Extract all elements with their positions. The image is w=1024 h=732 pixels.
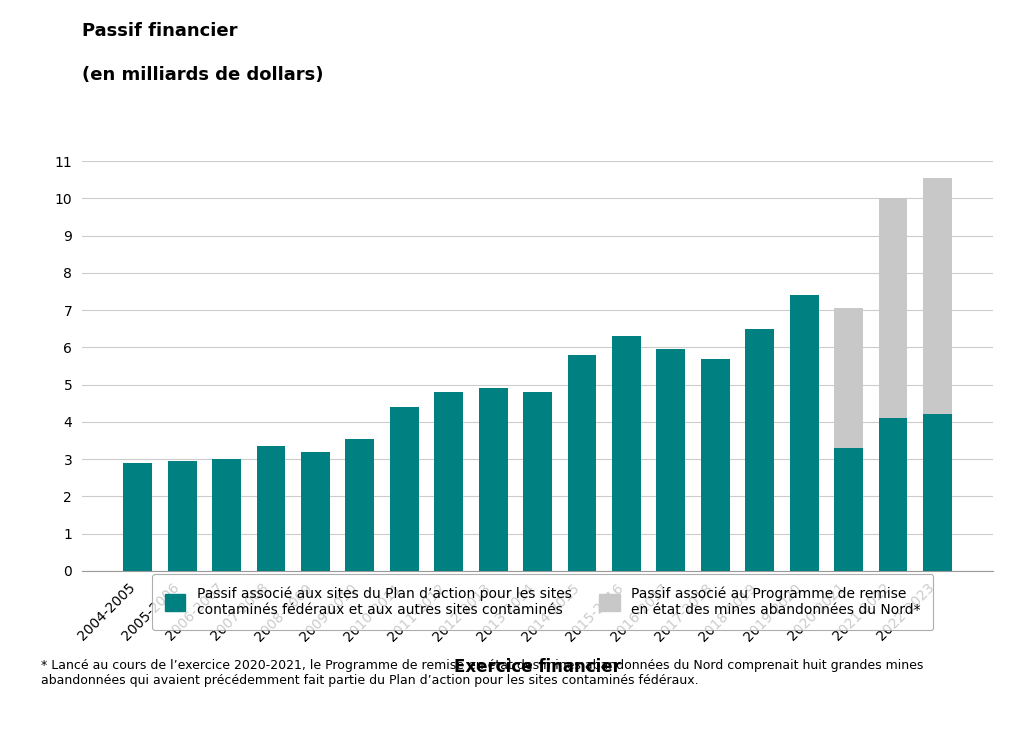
Bar: [257, 446, 286, 571]
Bar: [523, 392, 552, 571]
Bar: [345, 438, 375, 571]
Bar: [835, 448, 863, 571]
Bar: [879, 198, 907, 418]
Text: (en milliards de dollars): (en milliards de dollars): [82, 66, 324, 84]
Bar: [612, 336, 641, 571]
Text: Passif financier: Passif financier: [82, 22, 238, 40]
Bar: [700, 359, 730, 571]
Bar: [835, 308, 863, 448]
Bar: [923, 414, 952, 571]
Bar: [879, 418, 907, 571]
Bar: [479, 389, 508, 571]
Bar: [301, 452, 330, 571]
Bar: [390, 407, 419, 571]
Bar: [434, 392, 463, 571]
Bar: [745, 329, 774, 571]
Bar: [567, 355, 596, 571]
Legend: Passif associé aux sites du Plan d’action pour les sites
contaminés fédéraux et : Passif associé aux sites du Plan d’actio…: [153, 574, 933, 630]
Bar: [923, 178, 952, 414]
Bar: [212, 459, 241, 571]
Bar: [790, 295, 818, 571]
X-axis label: Exercice financier: Exercice financier: [455, 658, 621, 676]
Bar: [168, 461, 197, 571]
Text: * Lancé au cours de l’exercice 2020-2021, le Programme de remise en état des min: * Lancé au cours de l’exercice 2020-2021…: [41, 659, 924, 687]
Bar: [656, 349, 685, 571]
Bar: [123, 463, 153, 571]
